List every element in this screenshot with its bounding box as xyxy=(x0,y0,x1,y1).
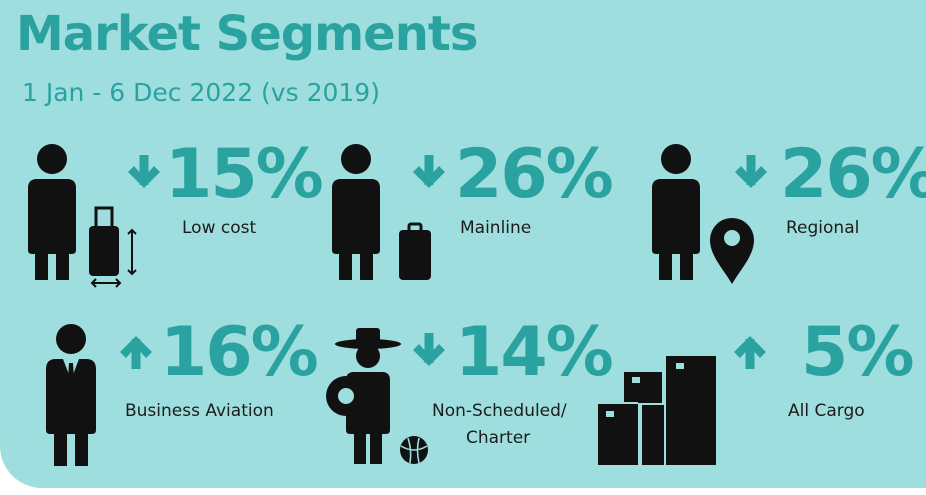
segment-change-percent: 14% xyxy=(455,313,614,392)
segment-change-percent: 5% xyxy=(801,313,914,392)
segment-change-percent: 15% xyxy=(165,135,324,214)
segment-label-line-2: Charter xyxy=(466,428,531,448)
segment-label: Regional xyxy=(786,218,860,238)
down-arrow-icon xyxy=(128,155,160,188)
page-title: Market Segments xyxy=(16,6,478,62)
tourist-with-hat-and-swim-ring-icon xyxy=(326,328,428,464)
segment-label: Mainline xyxy=(460,218,532,238)
segment-change-percent: 16% xyxy=(160,313,319,392)
down-arrow-icon xyxy=(735,155,767,188)
traveler-with-location-pin-icon xyxy=(652,144,754,284)
cargo-boxes-icon xyxy=(598,355,716,465)
segment-label: Business Aviation xyxy=(125,401,274,421)
date-range-subtitle: 1 Jan - 6 Dec 2022 (vs 2019) xyxy=(22,78,380,107)
up-arrow-icon xyxy=(734,336,766,369)
traveler-with-rolling-suitcase-icon xyxy=(28,144,137,288)
segment-change-percent: 26% xyxy=(780,135,926,214)
segment-label: All Cargo xyxy=(788,401,865,421)
down-arrow-icon xyxy=(413,333,445,366)
segment-label-line-1: Non-Scheduled/ xyxy=(432,401,567,421)
down-arrow-icon xyxy=(413,155,445,188)
up-arrow-icon xyxy=(120,336,152,369)
businessman-icon xyxy=(46,324,96,466)
segment-label: Low cost xyxy=(182,218,257,238)
traveler-with-suitcase-icon xyxy=(332,144,431,280)
segment-change-percent: 26% xyxy=(455,135,614,214)
